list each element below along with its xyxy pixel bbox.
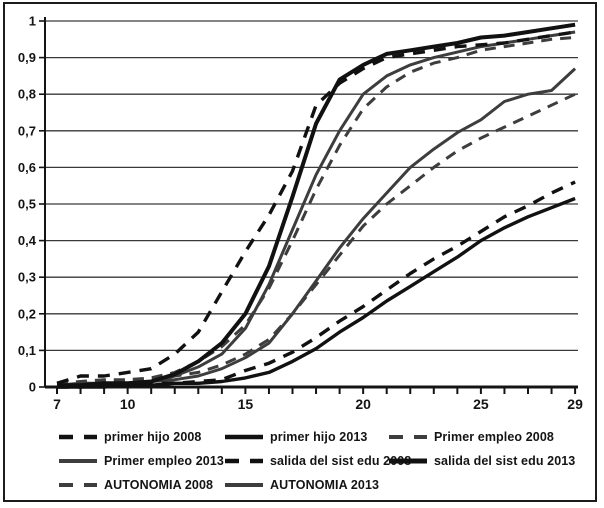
x-axis-label: 10 [120, 396, 136, 412]
y-axis-label: 0,9 [18, 50, 36, 65]
y-axis-label: 0,4 [18, 233, 37, 248]
series-line-primer-empleo-2013 [56, 30, 576, 387]
x-axis-label: 7 [53, 396, 61, 412]
figure-border [3, 2, 597, 502]
y-axis-label: 0,8 [18, 87, 36, 102]
x-axis-label: 25 [473, 396, 489, 412]
series-line-salida-del-sist-edu-2013 [57, 22, 576, 388]
y-axis-label: 1 [29, 14, 36, 29]
series-line-autonomia-2008 [57, 92, 576, 385]
y-axis-label: 0,5 [18, 197, 36, 212]
series-line-salida-del-sist-edu-2008 [56, 30, 576, 385]
series-line-autonomia-2013 [57, 67, 577, 387]
y-axis-label: 0,1 [18, 343, 36, 358]
x-axis-label: 20 [355, 396, 371, 412]
series-line-primer-hijo-2013 [57, 196, 576, 389]
x-axis-label: 29 [567, 396, 583, 412]
y-axis-label: 0,6 [18, 160, 36, 175]
y-axis-label: 0,7 [18, 123, 36, 138]
series-line-primer-empleo-2008 [56, 36, 576, 385]
y-axis-label: 0,3 [18, 270, 36, 285]
y-axis-label: 0,2 [18, 306, 36, 321]
y-axis-label: 0 [29, 380, 36, 395]
x-axis-label: 15 [238, 396, 254, 412]
